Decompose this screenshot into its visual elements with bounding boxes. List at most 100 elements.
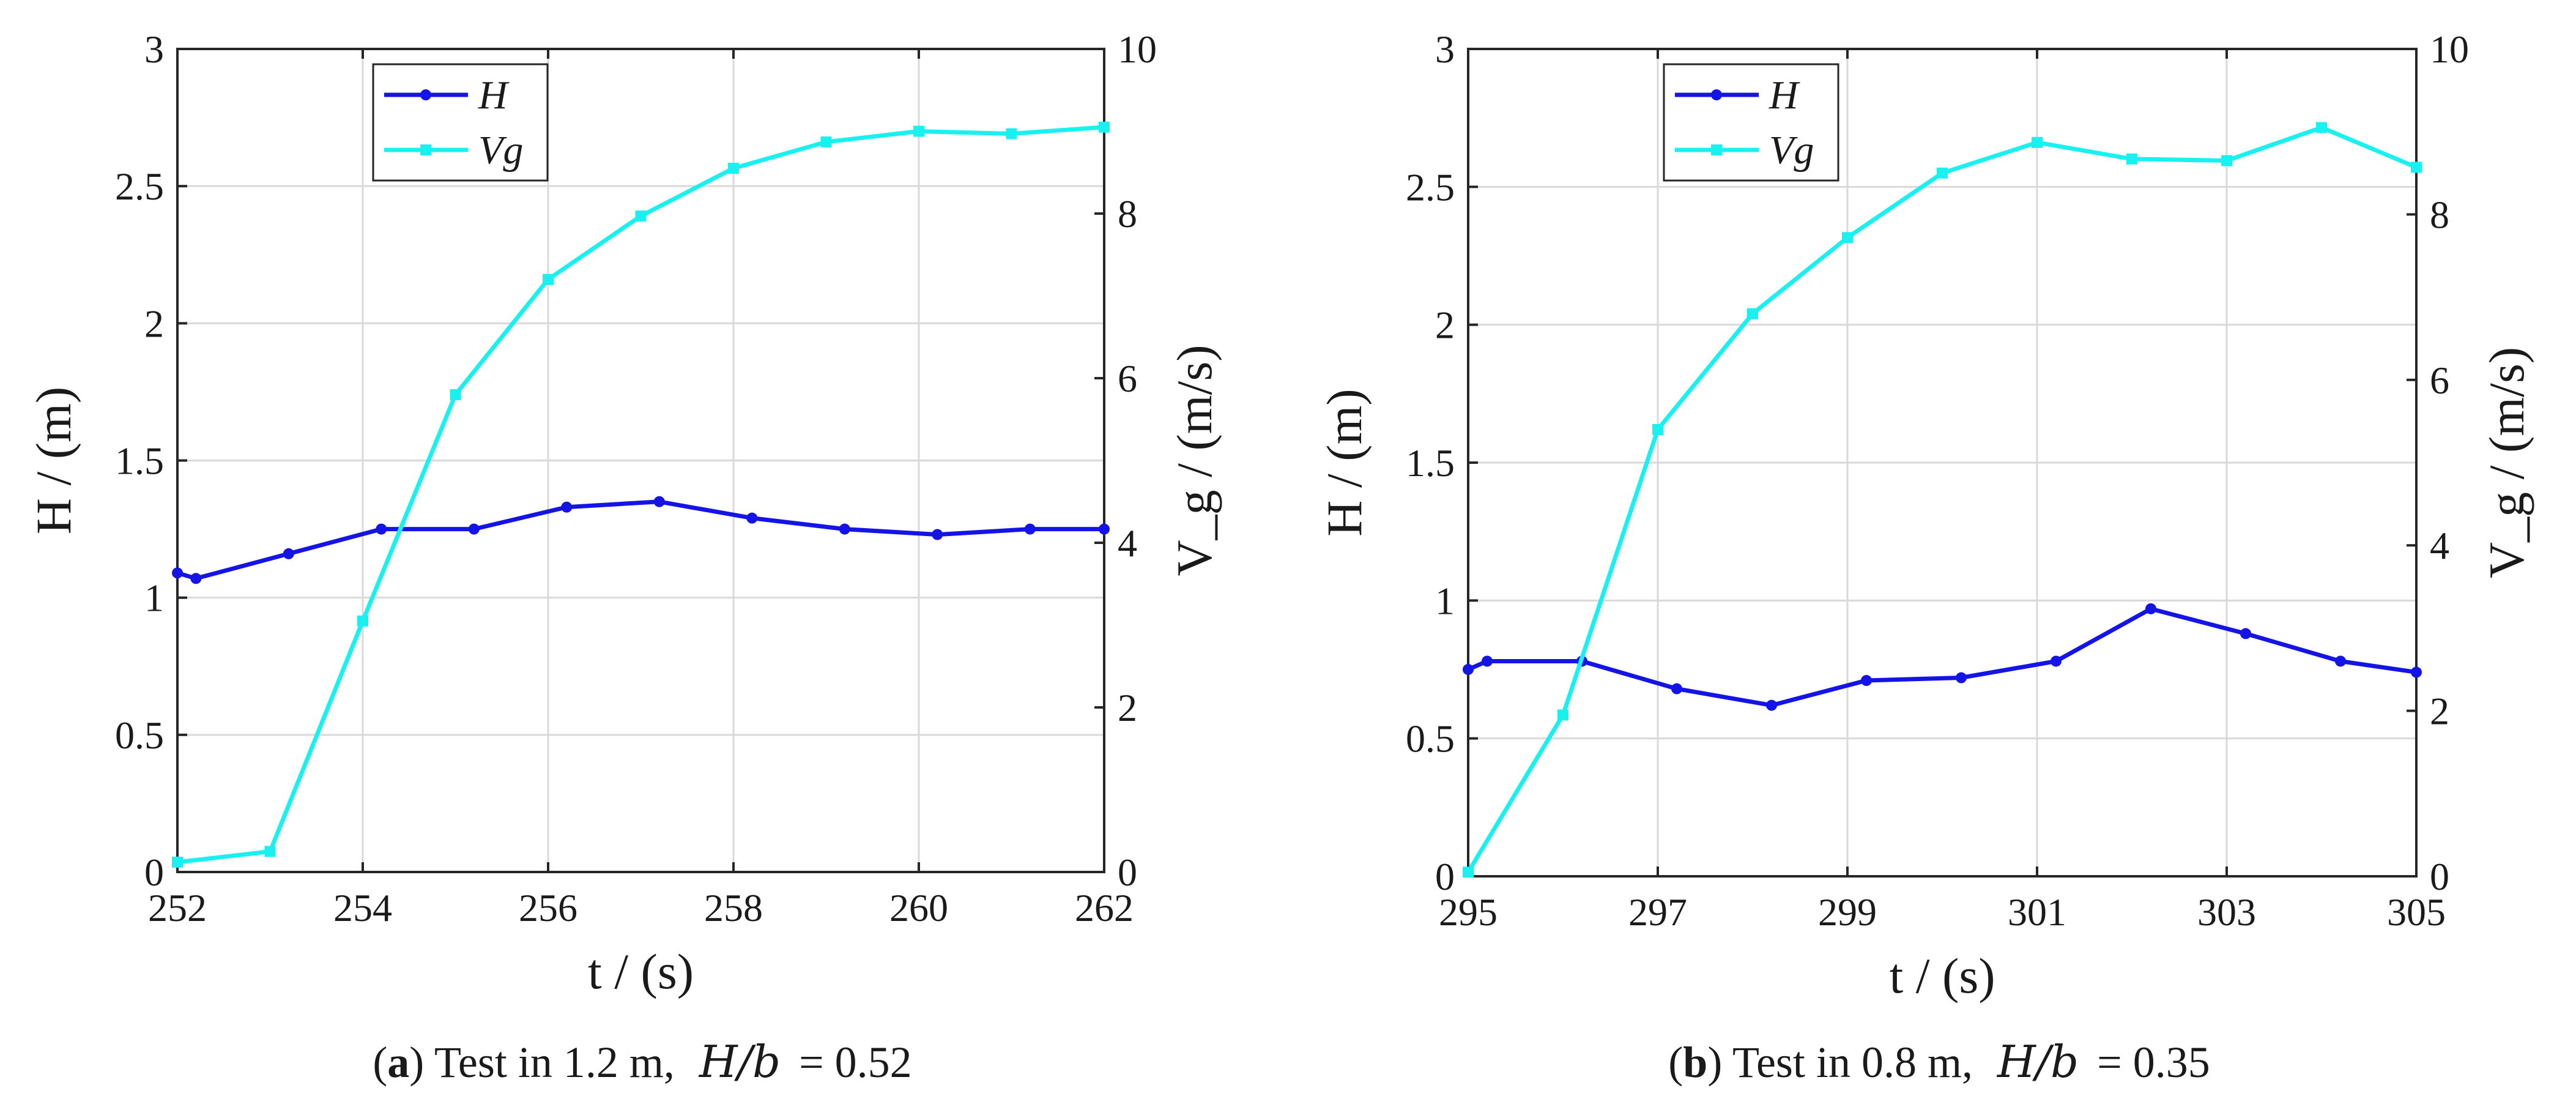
data-point-H	[1861, 675, 1872, 687]
data-point-Vg	[1099, 121, 1110, 133]
data-point-H	[932, 529, 943, 540]
data-point-H	[190, 573, 202, 584]
data-point-Vg	[2221, 155, 2232, 166]
y-right-tick-label: 8	[1118, 192, 1137, 236]
caption-ratio-label: H/b	[698, 1036, 781, 1087]
caption-ratio-label: H/b	[1996, 1036, 2079, 1087]
data-point-H	[2240, 628, 2251, 639]
data-point-Vg	[913, 125, 924, 137]
y-right-tick-label: 6	[2430, 359, 2449, 402]
data-point-Vg	[2126, 153, 2137, 165]
y-left-tick-label: 0	[144, 851, 164, 894]
legend: H Vg	[372, 63, 549, 182]
legend-marker-Vg	[420, 144, 431, 155]
legend: H Vg	[1663, 63, 1839, 182]
x-tick-label: 260	[889, 886, 948, 930]
data-point-H	[1463, 664, 1474, 675]
y-left-tick-label: 3	[1435, 28, 1455, 71]
data-point-H	[283, 548, 294, 559]
caption-text: ) Test in 1.2 m,	[409, 1038, 675, 1087]
data-point-Vg	[635, 211, 647, 222]
x-tick-label: 301	[2008, 890, 2066, 934]
legend-label-H: H	[478, 73, 510, 117]
x-tick-label: 252	[148, 886, 207, 930]
x-tick-label: 295	[1439, 890, 1498, 934]
y-right-axis-label: V_g / (m/s)	[2479, 347, 2534, 578]
y-left-tick-label: 0	[1435, 855, 1455, 898]
legend-marker-H	[420, 89, 431, 100]
data-point-H	[2335, 655, 2346, 667]
y-right-tick-label: 10	[2430, 28, 2469, 71]
data-point-Vg	[2032, 136, 2043, 148]
data-point-H	[376, 523, 387, 535]
data-point-H	[1482, 655, 1493, 667]
legend-label-Vg: Vg	[1769, 128, 1814, 173]
chart-panel-a: 252 254 256 258 260 26200.511.522.530246810t …	[26, 28, 1222, 1087]
data-point-Vg	[1842, 232, 1853, 244]
series-line-H	[1467, 606, 2417, 708]
y-left-axis-label: H / (m)	[26, 387, 81, 534]
series-line-Vg	[1466, 125, 2418, 874]
data-point-H	[653, 496, 665, 507]
data-point-Vg	[357, 615, 368, 627]
y-left-tick-label: 1.5	[115, 439, 164, 483]
y-left-axis-label: H / (m)	[1316, 389, 1372, 536]
legend-marker-Vg	[1711, 144, 1722, 155]
data-point-H	[1099, 523, 1110, 535]
data-point-Vg	[172, 856, 183, 868]
caption-ratio-value: = 0.52	[799, 1038, 912, 1087]
x-tick-label: 254	[333, 886, 392, 930]
y-right-tick-label: 0	[2430, 855, 2449, 898]
y-right-tick-label: 4	[2430, 524, 2449, 567]
data-point-Vg	[450, 389, 461, 400]
y-right-tick-label: 10	[1118, 28, 1157, 71]
chart-panel-b: 295 297 299 301 303 30500.511.522.530246810t …	[1316, 28, 2534, 1087]
y-right-axis-label: V_g / (m/s)	[1167, 345, 1222, 576]
data-point-Vg	[264, 846, 276, 857]
y-left-tick-label: 2.5	[115, 165, 164, 208]
data-point-H	[2051, 655, 2062, 667]
y-left-tick-label: 3	[144, 28, 164, 71]
data-point-H	[172, 567, 183, 579]
x-tick-label: 262	[1075, 886, 1134, 930]
data-point-H	[746, 512, 758, 524]
legend-label-H: H	[1769, 73, 1800, 117]
caption-open-paren: (	[373, 1038, 387, 1087]
data-point-Vg	[2411, 162, 2422, 173]
x-axis-label: t / (s)	[1889, 948, 1995, 1004]
y-right-tick-label: 4	[1118, 521, 1137, 565]
x-tick-label: 297	[1628, 890, 1687, 934]
y-left-tick-label: 0.5	[115, 714, 164, 757]
data-point-H	[1671, 683, 1682, 695]
data-point-Vg	[2316, 122, 2327, 133]
data-point-Vg	[1937, 167, 1948, 179]
series-line-Vg	[177, 125, 1105, 865]
x-tick-label: 303	[2197, 890, 2256, 934]
data-point-Vg	[1463, 867, 1474, 878]
data-point-Vg	[1006, 128, 1017, 140]
y-right-tick-label: 8	[2430, 193, 2449, 236]
data-point-Vg	[1557, 709, 1568, 721]
data-point-H	[1024, 523, 1036, 535]
y-right-tick-label: 2	[2430, 690, 2449, 733]
legend-label-Vg: Vg	[478, 128, 523, 173]
caption-text: ) Test in 0.8 m,	[1707, 1038, 1973, 1087]
y-right-tick-label: 0	[1118, 851, 1137, 894]
data-point-H	[1766, 699, 1777, 711]
data-point-H	[1956, 672, 1967, 684]
x-tick-label: 256	[519, 886, 577, 930]
x-tick-label: 299	[1818, 890, 1877, 934]
data-point-Vg	[820, 136, 832, 147]
legend-box	[372, 63, 549, 182]
data-point-Vg	[543, 274, 554, 285]
panel-caption: (b) Test in 0.8 m, H/b = 0.35	[1668, 1036, 2210, 1087]
y-right-tick-label: 6	[1118, 357, 1137, 400]
caption-letter: a	[387, 1038, 409, 1087]
y-left-tick-label: 2	[1435, 304, 1455, 347]
x-axis-label: t / (s)	[588, 944, 694, 999]
data-point-Vg	[728, 163, 739, 174]
caption-ratio-value: = 0.35	[2097, 1038, 2210, 1087]
series-line-H	[177, 499, 1104, 581]
legend-box	[1663, 63, 1839, 182]
legend-marker-H	[1711, 89, 1722, 100]
